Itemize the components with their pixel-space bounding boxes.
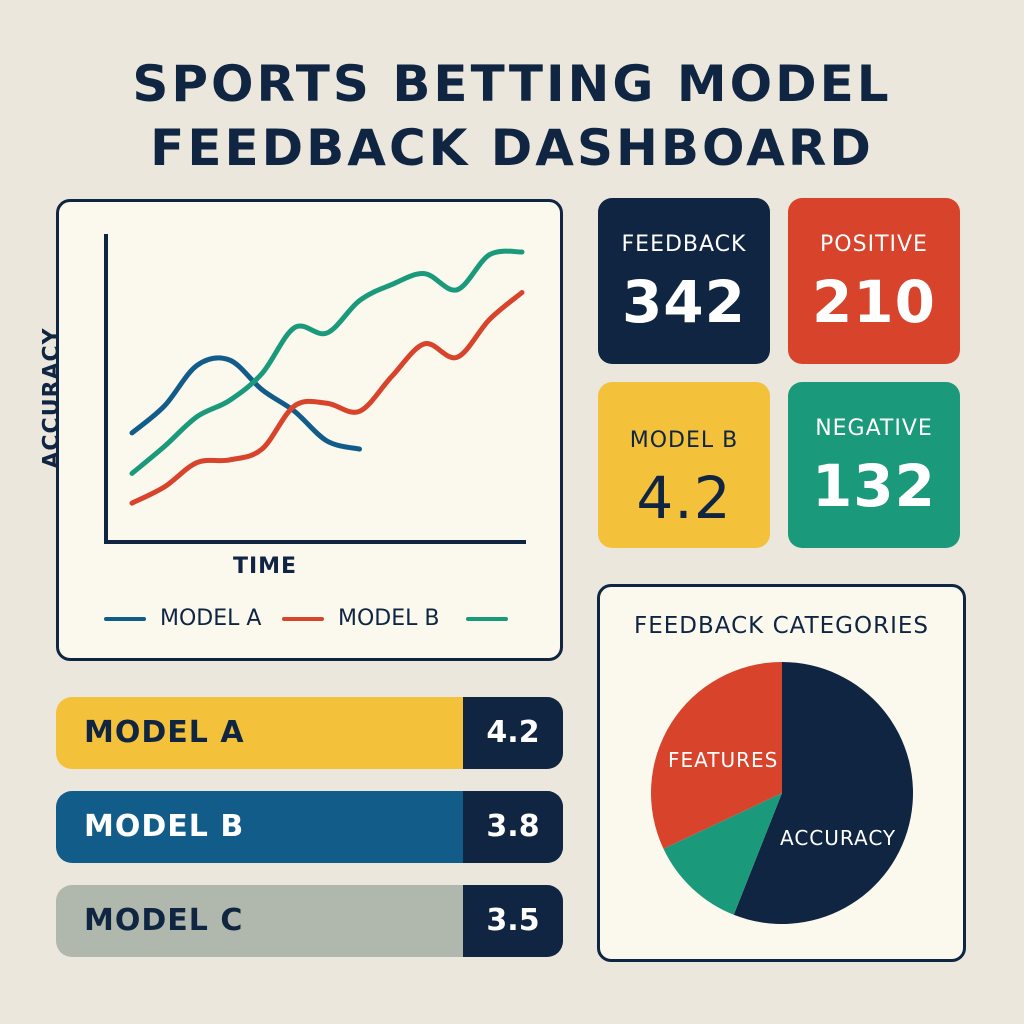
legend-label-model-a: MODEL A xyxy=(160,606,262,631)
rating-bar-model-a: MODEL A 4.2 xyxy=(56,697,563,769)
rating-name-model-b: MODEL B xyxy=(84,809,245,844)
rating-score-model-b: 3.8 xyxy=(463,791,563,863)
rating-bar-model-c: MODEL C 3.5 xyxy=(56,885,563,957)
stat-label-positive: POSITIVE xyxy=(820,232,928,257)
stat-label-model-b: MODEL B xyxy=(629,428,739,453)
stat-value-positive: 210 xyxy=(811,268,937,336)
legend-swatch-series-3 xyxy=(466,617,508,621)
rating-bar-model-b: MODEL B 3.8 xyxy=(56,791,563,863)
stat-card-negative: NEGATIVE 132 xyxy=(788,382,960,548)
stat-card-feedback: FEEDBACK 342 xyxy=(598,198,770,364)
stat-label-feedback: FEEDBACK xyxy=(621,232,747,257)
legend-swatch-model-b xyxy=(282,617,324,621)
title-line-2: FEEDBACK DASHBOARD xyxy=(150,119,874,177)
stat-value-negative: 132 xyxy=(811,452,937,520)
pie-label-features: FEATURES xyxy=(668,748,779,772)
feedback-categories-card: FEEDBACK CATEGORIES xyxy=(597,584,966,962)
stat-value-model-b: 4.2 xyxy=(636,464,732,532)
stat-card-model-b: MODEL B 4.2 xyxy=(598,382,770,548)
rating-score-model-a: 4.2 xyxy=(463,697,563,769)
page-title: SPORTS BETTING MODEL FEEDBACK DASHBOARD xyxy=(0,52,1024,180)
rating-name-model-a: MODEL A xyxy=(84,715,245,750)
accuracy-line-chart-card xyxy=(56,199,563,661)
x-axis-label: TIME xyxy=(232,554,298,579)
legend-swatch-model-a xyxy=(104,617,146,621)
rating-score-model-c: 3.5 xyxy=(463,885,563,957)
rating-name-model-c: MODEL C xyxy=(84,903,244,938)
stat-card-positive: POSITIVE 210 xyxy=(788,198,960,364)
legend-label-model-b: MODEL B xyxy=(338,606,440,631)
pie-chart-title: FEEDBACK CATEGORIES xyxy=(634,613,929,639)
title-line-1: SPORTS BETTING MODEL xyxy=(132,55,892,113)
y-axis-label: ACCURACY xyxy=(39,327,65,469)
stat-value-feedback: 342 xyxy=(621,268,747,336)
stat-label-negative: NEGATIVE xyxy=(815,416,933,441)
pie-label-accuracy: ACCURACY xyxy=(780,826,897,850)
